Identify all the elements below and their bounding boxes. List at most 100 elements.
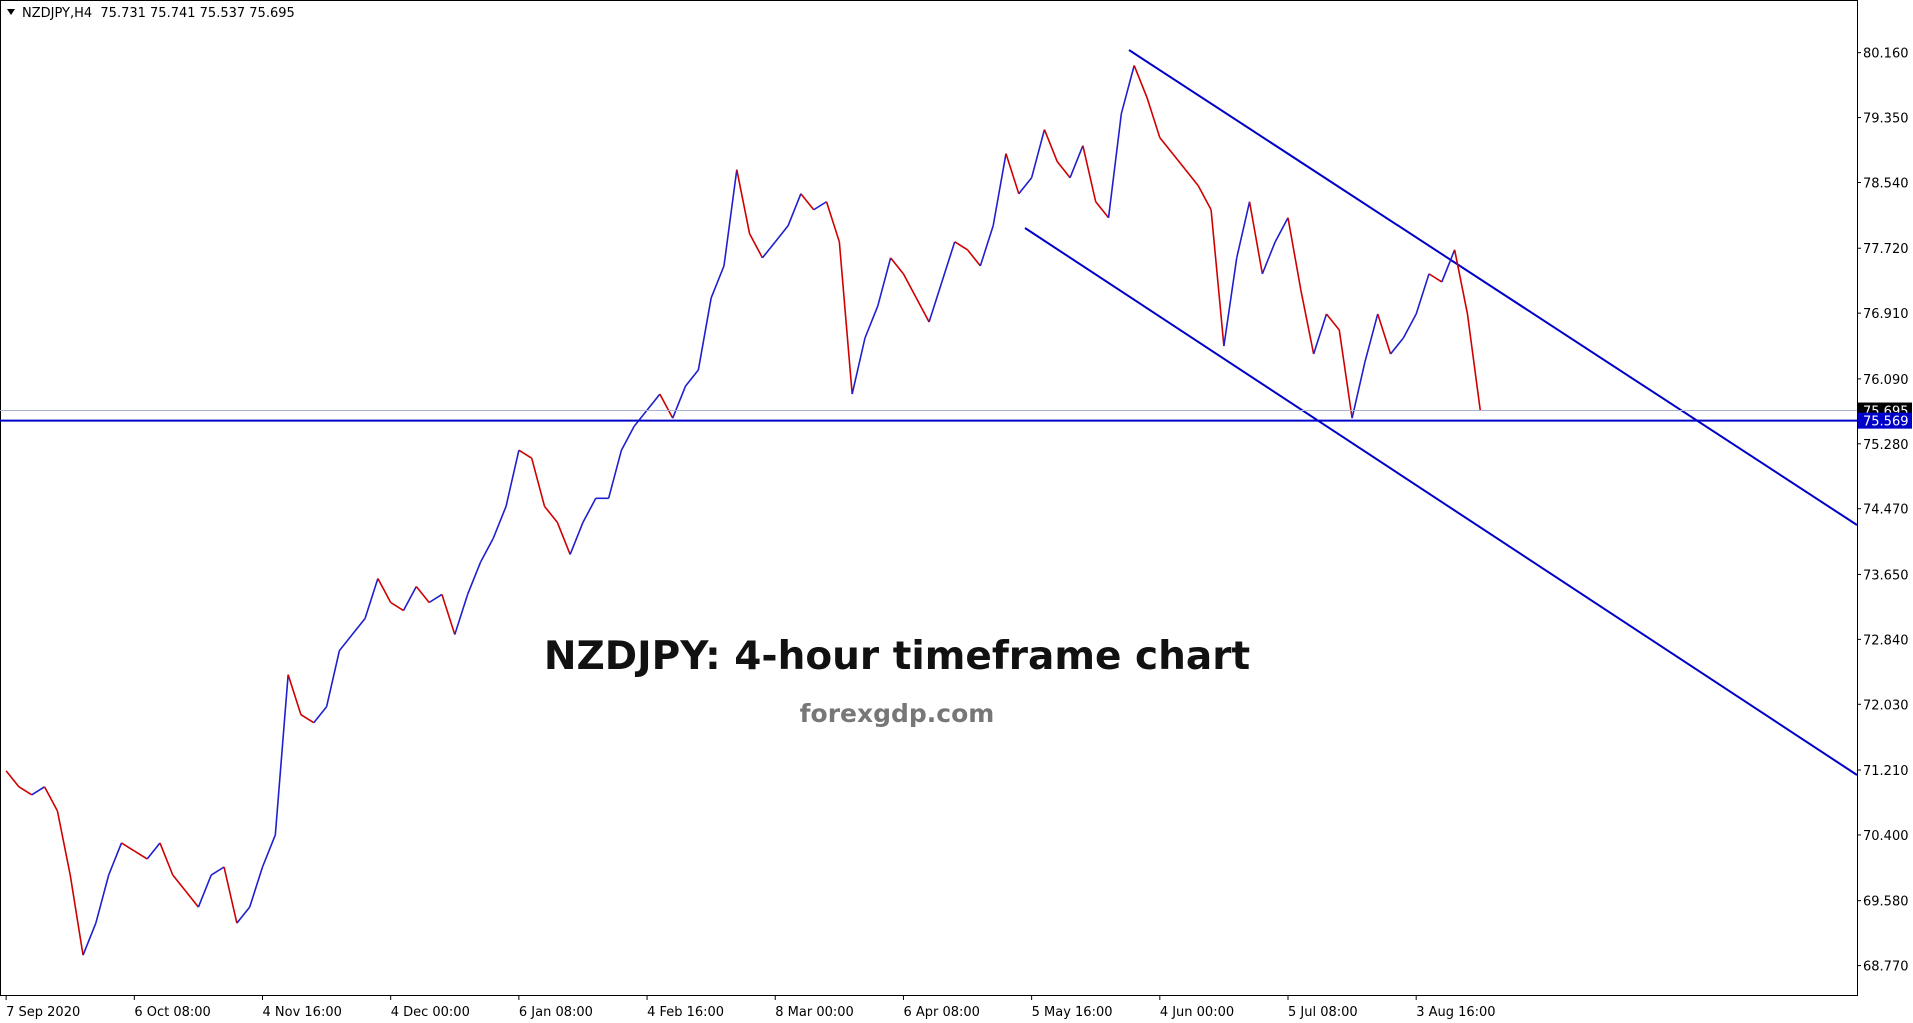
price-segment bbox=[748, 233, 764, 259]
y-tick-label: 76.910 bbox=[1863, 307, 1909, 322]
x-tick-label: 6 Apr 08:00 bbox=[903, 1005, 980, 1020]
price-segment bbox=[1159, 137, 1174, 155]
price-segment bbox=[325, 650, 341, 707]
price-segment bbox=[441, 594, 456, 635]
price-segment bbox=[377, 578, 392, 603]
price-segment bbox=[543, 505, 558, 523]
x-tick-label: 4 Dec 00:00 bbox=[391, 1005, 470, 1020]
price-segment bbox=[351, 618, 366, 636]
price-segment bbox=[556, 522, 571, 555]
price-segment bbox=[684, 369, 699, 387]
price-segment bbox=[261, 834, 277, 868]
price-segment bbox=[1043, 129, 1059, 162]
y-tick-label: 78.540 bbox=[1863, 177, 1909, 192]
y-tick-label: 72.840 bbox=[1863, 633, 1909, 648]
price-segment bbox=[223, 866, 238, 924]
price-segment bbox=[1184, 169, 1199, 187]
price-segment bbox=[1389, 337, 1404, 355]
y-tick-label: 80.160 bbox=[1863, 47, 1909, 62]
price-segment bbox=[56, 810, 72, 876]
price-segment bbox=[121, 842, 135, 852]
plot-frame bbox=[0, 0, 1858, 996]
price-segment bbox=[1466, 313, 1482, 411]
price-segment bbox=[633, 409, 648, 427]
price-segment bbox=[787, 193, 802, 227]
price-segment bbox=[197, 874, 212, 908]
price-segment bbox=[851, 337, 866, 395]
price-segment bbox=[69, 874, 84, 956]
x-tick-label: 4 Nov 16:00 bbox=[263, 1005, 342, 1020]
price-segment bbox=[1428, 273, 1443, 283]
price-segment bbox=[428, 593, 443, 604]
price-segment bbox=[1223, 257, 1238, 347]
price-segment bbox=[184, 890, 200, 908]
x-tick-label: 6 Jan 08:00 bbox=[519, 1005, 593, 1020]
price-segment bbox=[1235, 201, 1251, 259]
x-tick-label: 5 Jul 08:00 bbox=[1288, 1005, 1358, 1020]
price-segment bbox=[671, 385, 687, 419]
price-segment bbox=[620, 425, 635, 451]
price-segment bbox=[1056, 161, 1071, 179]
price-segment bbox=[838, 241, 853, 395]
price-segment bbox=[1107, 113, 1123, 218]
price-segment bbox=[159, 842, 174, 876]
price-segment bbox=[569, 522, 584, 555]
price-segment bbox=[466, 562, 482, 595]
channel-lower bbox=[1024, 227, 1858, 776]
price-segment bbox=[415, 585, 430, 603]
price-segment bbox=[518, 449, 533, 459]
price-segment bbox=[479, 538, 494, 563]
price-segment bbox=[1453, 249, 1469, 315]
price-segment bbox=[800, 193, 815, 211]
price-level-label-box bbox=[1858, 412, 1912, 429]
price-segment bbox=[1274, 217, 1289, 243]
price-segment bbox=[1415, 273, 1430, 315]
y-tick-label: 75.280 bbox=[1863, 438, 1909, 453]
price-segment bbox=[1287, 217, 1302, 291]
x-tick-label: 8 Mar 00:00 bbox=[775, 1005, 854, 1020]
x-tick-label: 3 Aug 16:00 bbox=[1416, 1005, 1495, 1020]
chart-title: NZDJPY: 4-hour timeframe chart bbox=[544, 634, 1250, 679]
y-tick-label: 76.090 bbox=[1863, 373, 1909, 388]
price-segment bbox=[338, 634, 353, 652]
chart-header: NZDJPY,H4 75.731 75.741 75.537 75.695 bbox=[22, 6, 295, 21]
price-segment bbox=[5, 770, 20, 788]
price-segment bbox=[236, 906, 251, 924]
price-segment bbox=[505, 450, 520, 507]
price-segment bbox=[402, 586, 418, 611]
price-segment bbox=[133, 850, 148, 860]
price-segment bbox=[697, 297, 712, 371]
price-segment bbox=[1018, 177, 1033, 195]
price-segment bbox=[530, 458, 546, 507]
price-segment bbox=[954, 241, 968, 251]
price-segment bbox=[1133, 65, 1148, 98]
price-segment bbox=[146, 842, 161, 860]
price-segment bbox=[248, 866, 264, 908]
price-segment bbox=[966, 249, 981, 267]
price-segment bbox=[31, 786, 46, 796]
price-segment bbox=[1095, 201, 1110, 219]
y-tick-label: 79.350 bbox=[1863, 112, 1909, 127]
y-tick-label: 73.650 bbox=[1863, 568, 1909, 583]
y-tick-label: 70.400 bbox=[1863, 829, 1909, 844]
y-tick-label: 71.210 bbox=[1863, 764, 1909, 779]
price-segment bbox=[1005, 153, 1020, 194]
price-segment bbox=[1030, 129, 1046, 178]
y-tick-label: 69.580 bbox=[1863, 895, 1909, 910]
price-segment bbox=[864, 305, 879, 339]
price-segment bbox=[364, 578, 379, 619]
x-tick-label: 4 Jun 00:00 bbox=[1160, 1005, 1234, 1020]
price-segment bbox=[313, 706, 328, 724]
price-segment bbox=[390, 601, 404, 612]
menu-arrow bbox=[7, 9, 15, 15]
price-segment bbox=[43, 786, 59, 812]
price-segment bbox=[1172, 153, 1187, 171]
price-segment bbox=[18, 786, 33, 796]
price-segment bbox=[915, 297, 930, 323]
price-segment bbox=[736, 169, 751, 234]
price-segment bbox=[1312, 313, 1328, 355]
price-segment bbox=[1376, 313, 1392, 355]
price-segment bbox=[877, 257, 892, 307]
price-segment bbox=[492, 506, 507, 539]
